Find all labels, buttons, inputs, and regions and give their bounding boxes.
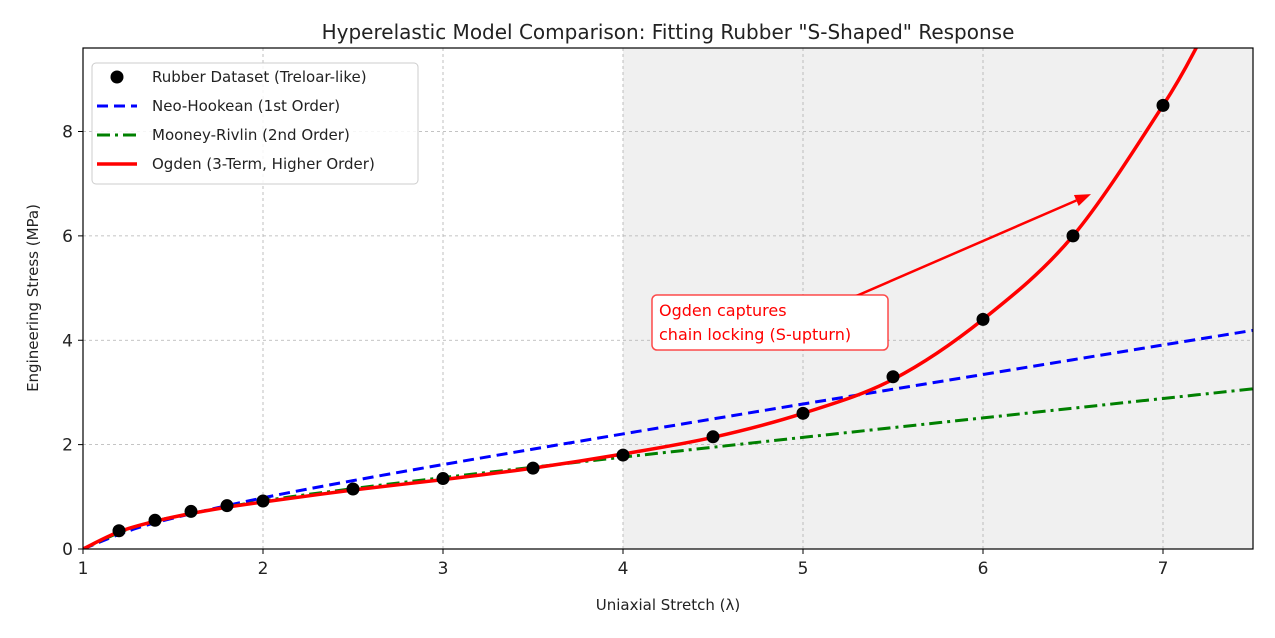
- data-point: [1156, 98, 1170, 112]
- y-tick-label: 6: [62, 227, 73, 247]
- annotation-text: Ogden captures: [659, 301, 787, 320]
- data-point: [256, 494, 270, 508]
- y-tick-label: 4: [62, 331, 73, 351]
- annotation-arrow-head: [1073, 194, 1091, 206]
- legend-label: Rubber Dataset (Treloar-like): [152, 68, 367, 86]
- data-point: [526, 461, 540, 475]
- data-point: [148, 513, 162, 527]
- data-point: [976, 312, 990, 326]
- data-point: [220, 499, 234, 513]
- series-line-mooney-rivlin: [83, 387, 1253, 549]
- annotation-arrow-shaft: [836, 199, 1077, 306]
- annotation-box: [651, 294, 889, 351]
- x-tick-label: 7: [1158, 559, 1169, 579]
- y-tick-label: 2: [62, 436, 73, 456]
- legend-label: Ogden (3-Term, Higher Order): [152, 155, 375, 173]
- x-tick-label: 5: [798, 559, 809, 579]
- plot-frame: [82, 47, 1254, 550]
- legend-marker: [110, 70, 124, 84]
- legend-label: Mooney-Rivlin (2nd Order): [152, 126, 350, 144]
- x-tick-label: 4: [618, 559, 629, 579]
- x-tick-label: 2: [258, 559, 269, 579]
- y-axis-label: Engineering Stress (MPa): [24, 204, 42, 392]
- data-point: [616, 448, 630, 462]
- x-tick-label: 6: [978, 559, 989, 579]
- data-point: [1066, 229, 1080, 243]
- y-tick-label: 8: [62, 123, 73, 143]
- data-point: [184, 504, 198, 518]
- annotation-text: chain locking (S-upturn): [659, 325, 851, 344]
- data-point: [706, 430, 720, 444]
- y-tick-label: 0: [62, 540, 73, 560]
- data-point: [112, 524, 126, 538]
- x-tick-label: 3: [438, 559, 449, 579]
- legend-box: [91, 62, 419, 185]
- chart-title: Hyperelastic Model Comparison: Fitting R…: [322, 20, 1015, 44]
- series-line-neo-hookean: [83, 328, 1253, 549]
- data-point: [796, 406, 810, 420]
- x-axis-label: Uniaxial Stretch (λ): [596, 596, 740, 614]
- x-tick-label: 1: [78, 559, 89, 579]
- legend: Rubber Dataset (Treloar-like) Neo-Hookean…: [91, 62, 419, 185]
- data-point: [346, 482, 360, 496]
- data-point: [436, 472, 450, 486]
- legend-label: Neo-Hookean (1st Order): [152, 97, 340, 115]
- data-point: [886, 370, 900, 384]
